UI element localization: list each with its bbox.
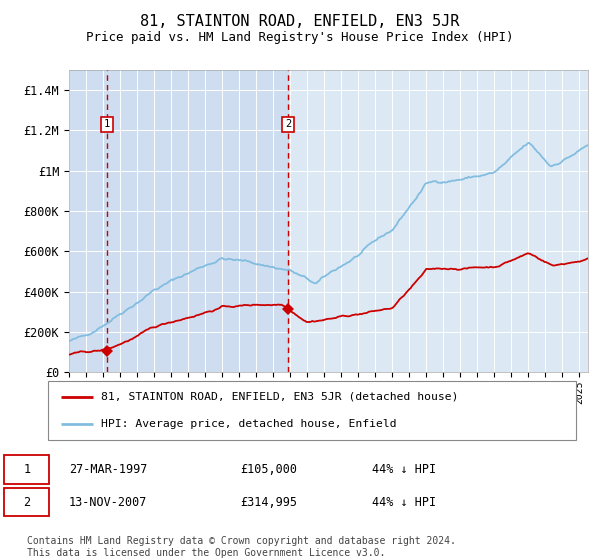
Text: £105,000: £105,000 [240,463,297,476]
Text: 81, STAINTON ROAD, ENFIELD, EN3 5JR (detached house): 81, STAINTON ROAD, ENFIELD, EN3 5JR (det… [101,391,458,402]
Text: 1: 1 [104,119,110,129]
Text: 2: 2 [23,496,31,509]
Text: 2: 2 [285,119,291,129]
Text: HPI: Average price, detached house, Enfield: HPI: Average price, detached house, Enfi… [101,419,397,429]
Text: 1: 1 [23,463,31,476]
Text: 44% ↓ HPI: 44% ↓ HPI [372,463,436,476]
Text: £314,995: £314,995 [240,496,297,509]
FancyBboxPatch shape [4,455,49,484]
Text: 44% ↓ HPI: 44% ↓ HPI [372,496,436,509]
FancyBboxPatch shape [4,488,49,516]
Text: 81, STAINTON ROAD, ENFIELD, EN3 5JR: 81, STAINTON ROAD, ENFIELD, EN3 5JR [140,14,460,29]
Text: Price paid vs. HM Land Registry's House Price Index (HPI): Price paid vs. HM Land Registry's House … [86,31,514,44]
Text: 13-NOV-2007: 13-NOV-2007 [69,496,148,509]
Bar [69,70,288,372]
Text: 27-MAR-1997: 27-MAR-1997 [69,463,148,476]
Text: Contains HM Land Registry data © Crown copyright and database right 2024.
This d: Contains HM Land Registry data © Crown c… [27,536,456,558]
FancyBboxPatch shape [48,381,576,440]
